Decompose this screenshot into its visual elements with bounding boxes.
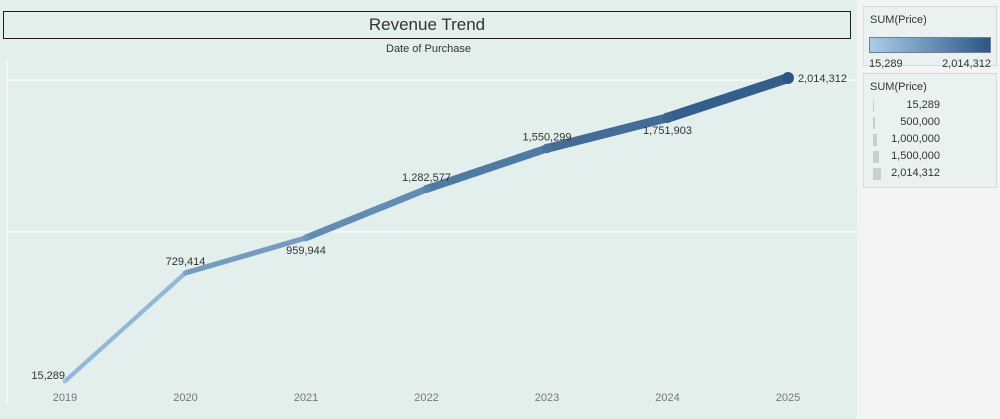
size-mark [873,100,874,112]
size-legend-item: 15,289 [864,98,996,114]
line-segment [422,144,551,193]
revenue-series-line [62,73,793,384]
data-label: 2,014,312 [798,73,847,85]
line-segment [182,235,309,276]
x-tick-label: 2020 [173,392,197,404]
size-legend-title: SUM(Price) [870,81,927,93]
color-ramp [869,37,991,53]
size-legend-item: 1,000,000 [864,132,996,148]
x-tick-label: 2019 [53,392,77,404]
data-point [64,380,66,383]
line-segment [302,185,430,242]
x-tick-label: 2023 [535,392,559,404]
chart-subtitle: Date of Purchase [386,43,471,55]
x-tick-label: 2025 [776,392,800,404]
size-legend-item: 500,000 [864,115,996,131]
x-tick-label: 2021 [294,392,318,404]
chart-title-text: Revenue Trend [368,15,486,34]
color-legend[interactable]: SUM(Price) 15,289 2,014,312 [863,6,997,70]
data-label: 1,550,299 [523,131,572,143]
data-point [662,112,673,124]
size-legend-label: 1,000,000 [891,133,940,145]
color-legend-max-label: 2,014,312 [942,58,991,70]
size-legend[interactable]: SUM(Price) 15,289 500,000 1,000,000 1,50… [863,73,997,188]
data-label: 15,289 [31,370,65,382]
gridlines [6,60,857,405]
size-mark [873,134,877,146]
data-point [422,184,431,194]
data-points [64,72,794,383]
chart-title: Revenue Trend [3,11,851,39]
line-segment [542,113,672,153]
line-chart: 15,289 729,414 959,944 1,282,577 1,550,299 1,… [6,60,857,405]
data-labels: 15,289 729,414 959,944 1,282,577 1,550,299 1,… [31,73,847,382]
x-axis: 2019 2020 2021 2022 2023 2024 2025 [53,392,800,404]
size-legend-item: 1,500,000 [864,149,996,165]
x-tick-label: 2024 [655,392,679,404]
data-label: 959,944 [286,245,326,257]
size-legend-label: 500,000 [900,116,940,128]
chart-panel: Revenue Trend Date of Purchase 15,289 729… [0,0,857,419]
data-point [782,72,794,84]
size-mark [873,151,879,163]
line-segment [662,73,793,123]
data-label: 1,751,903 [643,125,692,137]
size-legend-label: 15,289 [906,99,940,111]
color-legend-title: SUM(Price) [870,14,927,26]
size-legend-item: 2,014,312 [864,166,996,182]
data-point [182,270,189,276]
size-legend-label: 1,500,000 [891,150,940,162]
data-point [302,234,310,242]
size-mark [873,168,881,180]
color-legend-min-label: 15,289 [869,58,903,70]
line-segment [62,270,188,384]
data-label: 729,414 [166,256,206,268]
size-mark [873,117,875,129]
data-label: 1,282,577 [402,172,451,184]
size-legend-label: 2,014,312 [891,167,940,179]
data-point [542,143,552,154]
x-tick-label: 2022 [414,392,438,404]
